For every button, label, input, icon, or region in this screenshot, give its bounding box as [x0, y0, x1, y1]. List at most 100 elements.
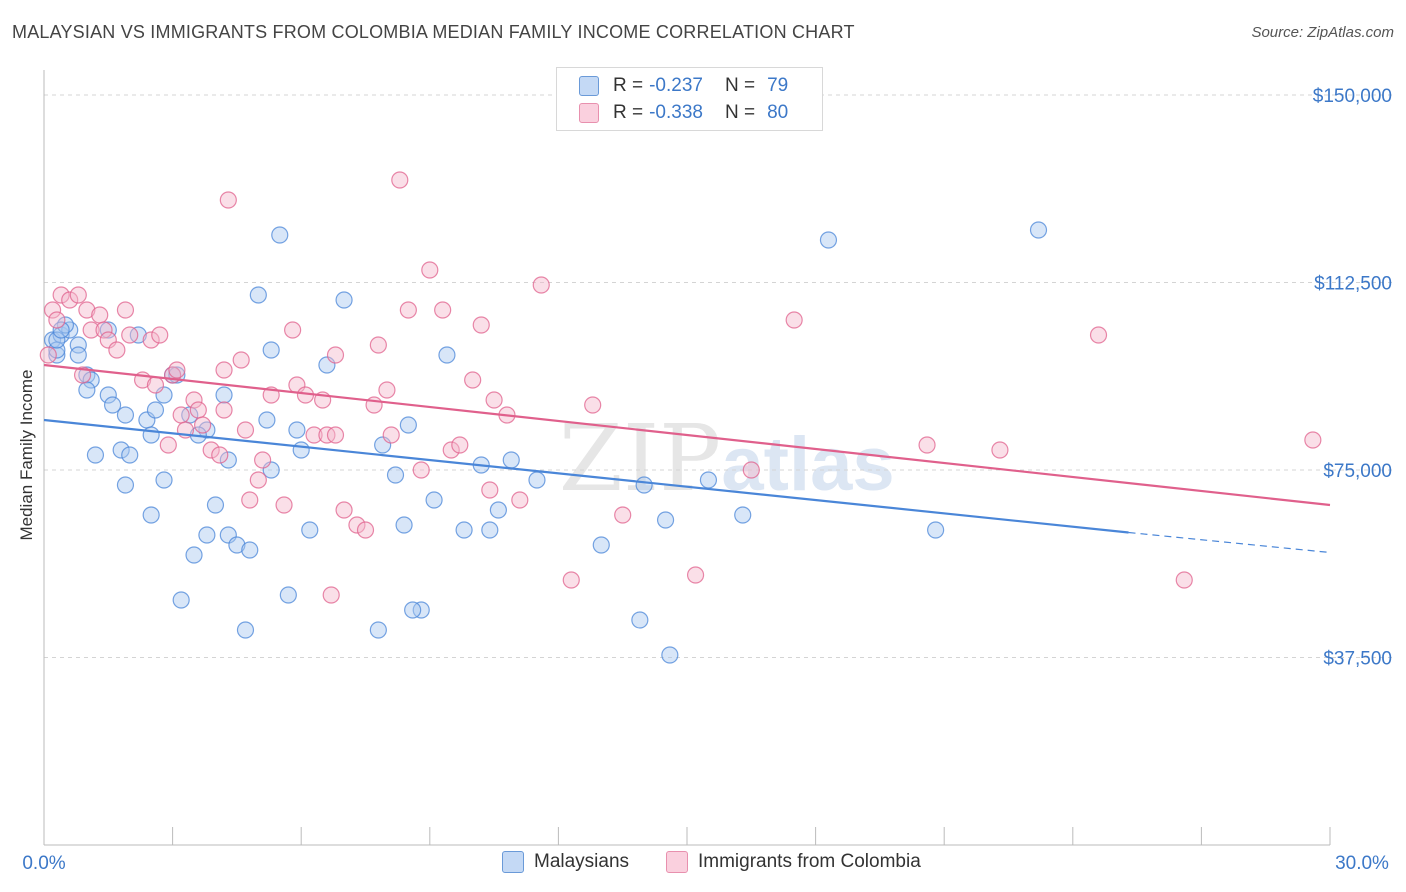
malaysians-point	[198, 526, 216, 544]
colombia-point	[326, 346, 345, 364]
malaysians-point	[455, 521, 473, 539]
legend-n-label: N =	[724, 75, 756, 96]
malaysians-point	[528, 471, 546, 489]
malaysians-point	[48, 331, 66, 349]
malaysians-point	[404, 601, 422, 619]
malaysians-point	[78, 381, 96, 399]
colombia-point	[48, 311, 66, 329]
colombia-point	[168, 361, 186, 379]
malaysians-point	[228, 536, 246, 554]
colombia-point	[39, 346, 57, 364]
colombia-point	[686, 566, 705, 584]
y-tick-label: $37,500	[1323, 649, 1392, 670]
malaysians-point	[301, 521, 319, 539]
y-tick-label: $75,000	[1323, 461, 1392, 482]
colombia-point	[464, 371, 482, 389]
y-tick-label: $150,000	[1313, 86, 1392, 107]
colombia-point	[785, 311, 803, 329]
colombia-point	[532, 276, 550, 294]
colombia-point	[356, 521, 375, 539]
bottom-legend-label-malaysians: Malaysians	[534, 851, 630, 872]
malaysians-point	[236, 621, 255, 639]
malaysians-point	[425, 491, 443, 509]
colombia-point	[511, 491, 529, 509]
colombia-point	[348, 516, 366, 534]
bottom-legend-colombia: Immigrants from Colombia	[666, 851, 921, 873]
malaysians-point	[819, 231, 838, 249]
colombia-point	[202, 441, 220, 459]
colombia-point	[61, 291, 79, 309]
malaysians-point	[386, 466, 405, 484]
malaysians-point	[249, 286, 267, 304]
malaysians-point	[661, 646, 679, 664]
colombia-point	[215, 401, 233, 419]
malaysians-point	[279, 586, 297, 604]
colombia-point	[236, 421, 255, 439]
malaysians-point	[215, 386, 233, 404]
colombia-point	[219, 191, 237, 209]
malaysians-point	[271, 226, 289, 244]
colombia-point	[95, 321, 113, 339]
malaysians-point	[734, 506, 752, 524]
malaysians-point	[185, 546, 203, 564]
malaysians-point	[155, 471, 173, 489]
colombia-point	[584, 396, 602, 414]
y-tick-label: $112,500	[1314, 274, 1392, 295]
colombia-point	[91, 306, 109, 324]
colombia-point	[442, 441, 460, 459]
malaysians-point	[146, 401, 165, 419]
malaysians-point	[635, 476, 653, 494]
colombia-point	[614, 506, 632, 524]
malaysians-point	[258, 411, 276, 429]
malaysians-point	[116, 476, 135, 494]
colombia-point	[742, 461, 760, 479]
malaysians-point	[656, 511, 675, 529]
colombia-point	[485, 391, 503, 409]
legend-n-value: 80	[767, 102, 789, 123]
legend-swatch-colombia	[579, 103, 599, 123]
malaysians-point	[99, 386, 117, 404]
malaysians-point	[395, 516, 413, 534]
colombia-point	[142, 331, 160, 349]
colombia-point	[1089, 326, 1108, 344]
colombia-point	[562, 571, 580, 589]
malaysians-point	[69, 346, 87, 364]
x-tick-label-max: 30.0%	[1335, 853, 1389, 874]
legend-swatch-malaysians	[579, 76, 599, 96]
malaysians-point	[335, 291, 353, 309]
malaysians-point	[292, 441, 310, 459]
colombia-point	[481, 481, 499, 499]
colombia-point	[421, 261, 439, 279]
legend-row-malaysians: R = -0.237 N = 79	[579, 74, 788, 98]
colombia-point	[918, 436, 936, 454]
malaysians-point	[489, 501, 507, 519]
colombia-point	[284, 321, 302, 339]
malaysians-point	[241, 541, 259, 559]
colombia-point	[159, 436, 177, 454]
bottom-legend-label-colombia: Immigrants from Colombia	[698, 851, 921, 872]
colombia-point	[211, 446, 229, 464]
malaysians-point	[142, 426, 160, 444]
colombia-point	[232, 351, 250, 369]
colombia-point	[254, 451, 272, 469]
colombia-point	[391, 171, 409, 189]
colombia-point	[399, 301, 417, 319]
malaysians-point	[121, 446, 139, 464]
malaysians-point	[1029, 221, 1048, 239]
malaysians-point	[82, 371, 100, 389]
colombia-trend-line	[43, 363, 1331, 507]
malaysians-point	[219, 451, 237, 469]
y-axis-label: Median Family Income	[17, 369, 36, 541]
colombia-point	[69, 286, 87, 304]
colombia-point	[382, 426, 400, 444]
colombia-point	[43, 301, 62, 319]
colombia-point	[78, 301, 96, 319]
colombia-point	[82, 321, 100, 339]
bottom-legend-malaysians: Malaysians	[502, 851, 629, 873]
colombia-point	[991, 441, 1009, 459]
malaysians-point	[699, 471, 718, 489]
colombia-point	[369, 336, 387, 354]
colombia-point	[1304, 431, 1322, 449]
colombia-point	[305, 426, 323, 444]
